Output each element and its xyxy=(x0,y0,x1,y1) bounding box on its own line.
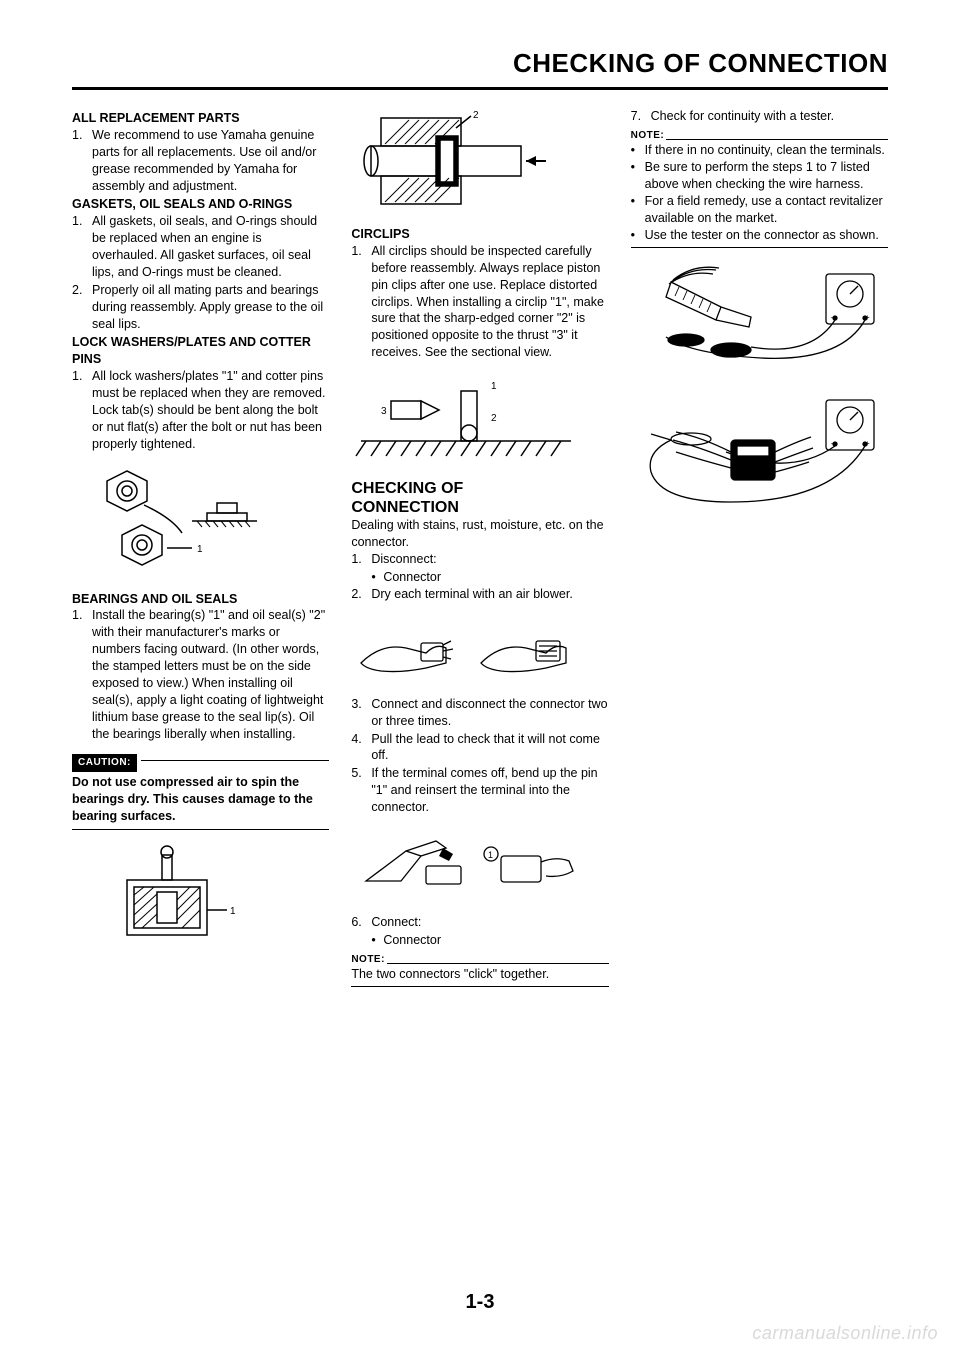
page-title: CHECKING OF CONNECTION xyxy=(72,48,888,79)
list-item: 2.Dry each terminal with an air blower. xyxy=(351,586,608,603)
list-item: 1.We recommend to use Yamaha genuine par… xyxy=(72,127,329,195)
note-end-rule-3 xyxy=(631,247,888,248)
note-bullet: Use the tester on the connector as shown… xyxy=(631,227,888,244)
figure-terminal-pin: 1 xyxy=(351,826,608,906)
note-bullet: For a field remedy, use a contact re­vit… xyxy=(631,193,888,227)
figure-tester-1: – + xyxy=(631,262,888,382)
note-text: The two connectors "click" together. xyxy=(351,966,608,983)
column-3: 7.Check for continuity with a tester. NO… xyxy=(631,108,888,987)
fig-label-1c: 1 xyxy=(491,381,497,392)
page-number: 1-3 xyxy=(0,1291,960,1314)
section-head-replacement-parts: ALL REPLACEMENT PARTS xyxy=(72,110,329,127)
fig-label-1: 1 xyxy=(197,544,203,555)
fig-label-3: 3 xyxy=(381,406,387,417)
figure-bearing: 1 xyxy=(72,840,329,960)
note-bullet: Be sure to perform the steps 1 to 7 list… xyxy=(631,159,888,193)
caution-text: Do not use compressed air to spin the be… xyxy=(72,774,329,825)
list-item: 3.Connect and disconnect the con­nector … xyxy=(351,696,608,730)
watermark: carmanualsonline.info xyxy=(752,1323,938,1344)
section-head-bearings: BEARINGS AND OIL SEALS xyxy=(72,591,329,608)
column-1: ALL REPLACEMENT PARTS 1.We recommend to … xyxy=(72,108,329,987)
header-rule xyxy=(72,87,888,90)
fig-label-1b: 1 xyxy=(230,906,236,917)
list-item: 1.Disconnect: xyxy=(351,551,608,568)
figure-connector-blow xyxy=(351,613,608,688)
list-item: 5.If the terminal comes off, bend up the… xyxy=(351,765,608,816)
caution-header: CAUTION: xyxy=(72,748,329,772)
sub-bullet: Connector xyxy=(351,569,608,586)
column-2: 2 CIRCLIPS 1.All circlips should be insp… xyxy=(351,108,608,987)
list-item: 4.Pull the lead to check that it will no… xyxy=(351,731,608,765)
note-header-3: NOTE: xyxy=(631,129,888,143)
figure-tester-2: – + xyxy=(631,392,888,522)
section-head-checking: CHECKING OFCONNECTION xyxy=(351,479,608,517)
note-end-rule xyxy=(351,986,608,987)
section-head-circlips: CIRCLIPS xyxy=(351,226,608,243)
caution-label: CAUTION: xyxy=(72,754,137,772)
note-bullet: If there in no continuity, clean the ter… xyxy=(631,142,888,159)
list-item: 1.Install the bearing(s) "1" and oil sea… xyxy=(72,607,329,742)
caution-end-rule xyxy=(72,829,329,830)
svg-text:1: 1 xyxy=(488,850,493,860)
section-head-lock-washers: LOCK WASHERS/PLATES AND COTTER PINS xyxy=(72,334,329,368)
content-columns: ALL REPLACEMENT PARTS 1.We recommend to … xyxy=(72,108,888,987)
list-item: 1.All lock washers/plates "1" and cotter… xyxy=(72,368,329,452)
list-item: 2.Properly oil all mating parts and bear… xyxy=(72,282,329,333)
list-item: 7.Check for continuity with a tester. xyxy=(631,108,888,125)
figure-oil-seal: 2 xyxy=(351,108,608,218)
section-head-gaskets: GASKETS, OIL SEALS AND O-RINGS xyxy=(72,196,329,213)
checking-intro: Dealing with stains, rust, moisture, etc… xyxy=(351,517,608,551)
list-item: 6.Connect: xyxy=(351,914,608,931)
list-item: 1.All circlips should be inspected caref… xyxy=(351,243,608,361)
fig-label-2b: 2 xyxy=(491,413,497,424)
figure-circlip-section: 3 1 2 xyxy=(351,371,608,471)
list-item: 1.All gaskets, oil seals, and O-rings sh… xyxy=(72,213,329,281)
note-header: NOTE: xyxy=(351,953,608,967)
figure-lock-washer: 1 xyxy=(72,463,329,583)
fig-label-2: 2 xyxy=(473,110,479,121)
sub-bullet: Connector xyxy=(351,932,608,949)
